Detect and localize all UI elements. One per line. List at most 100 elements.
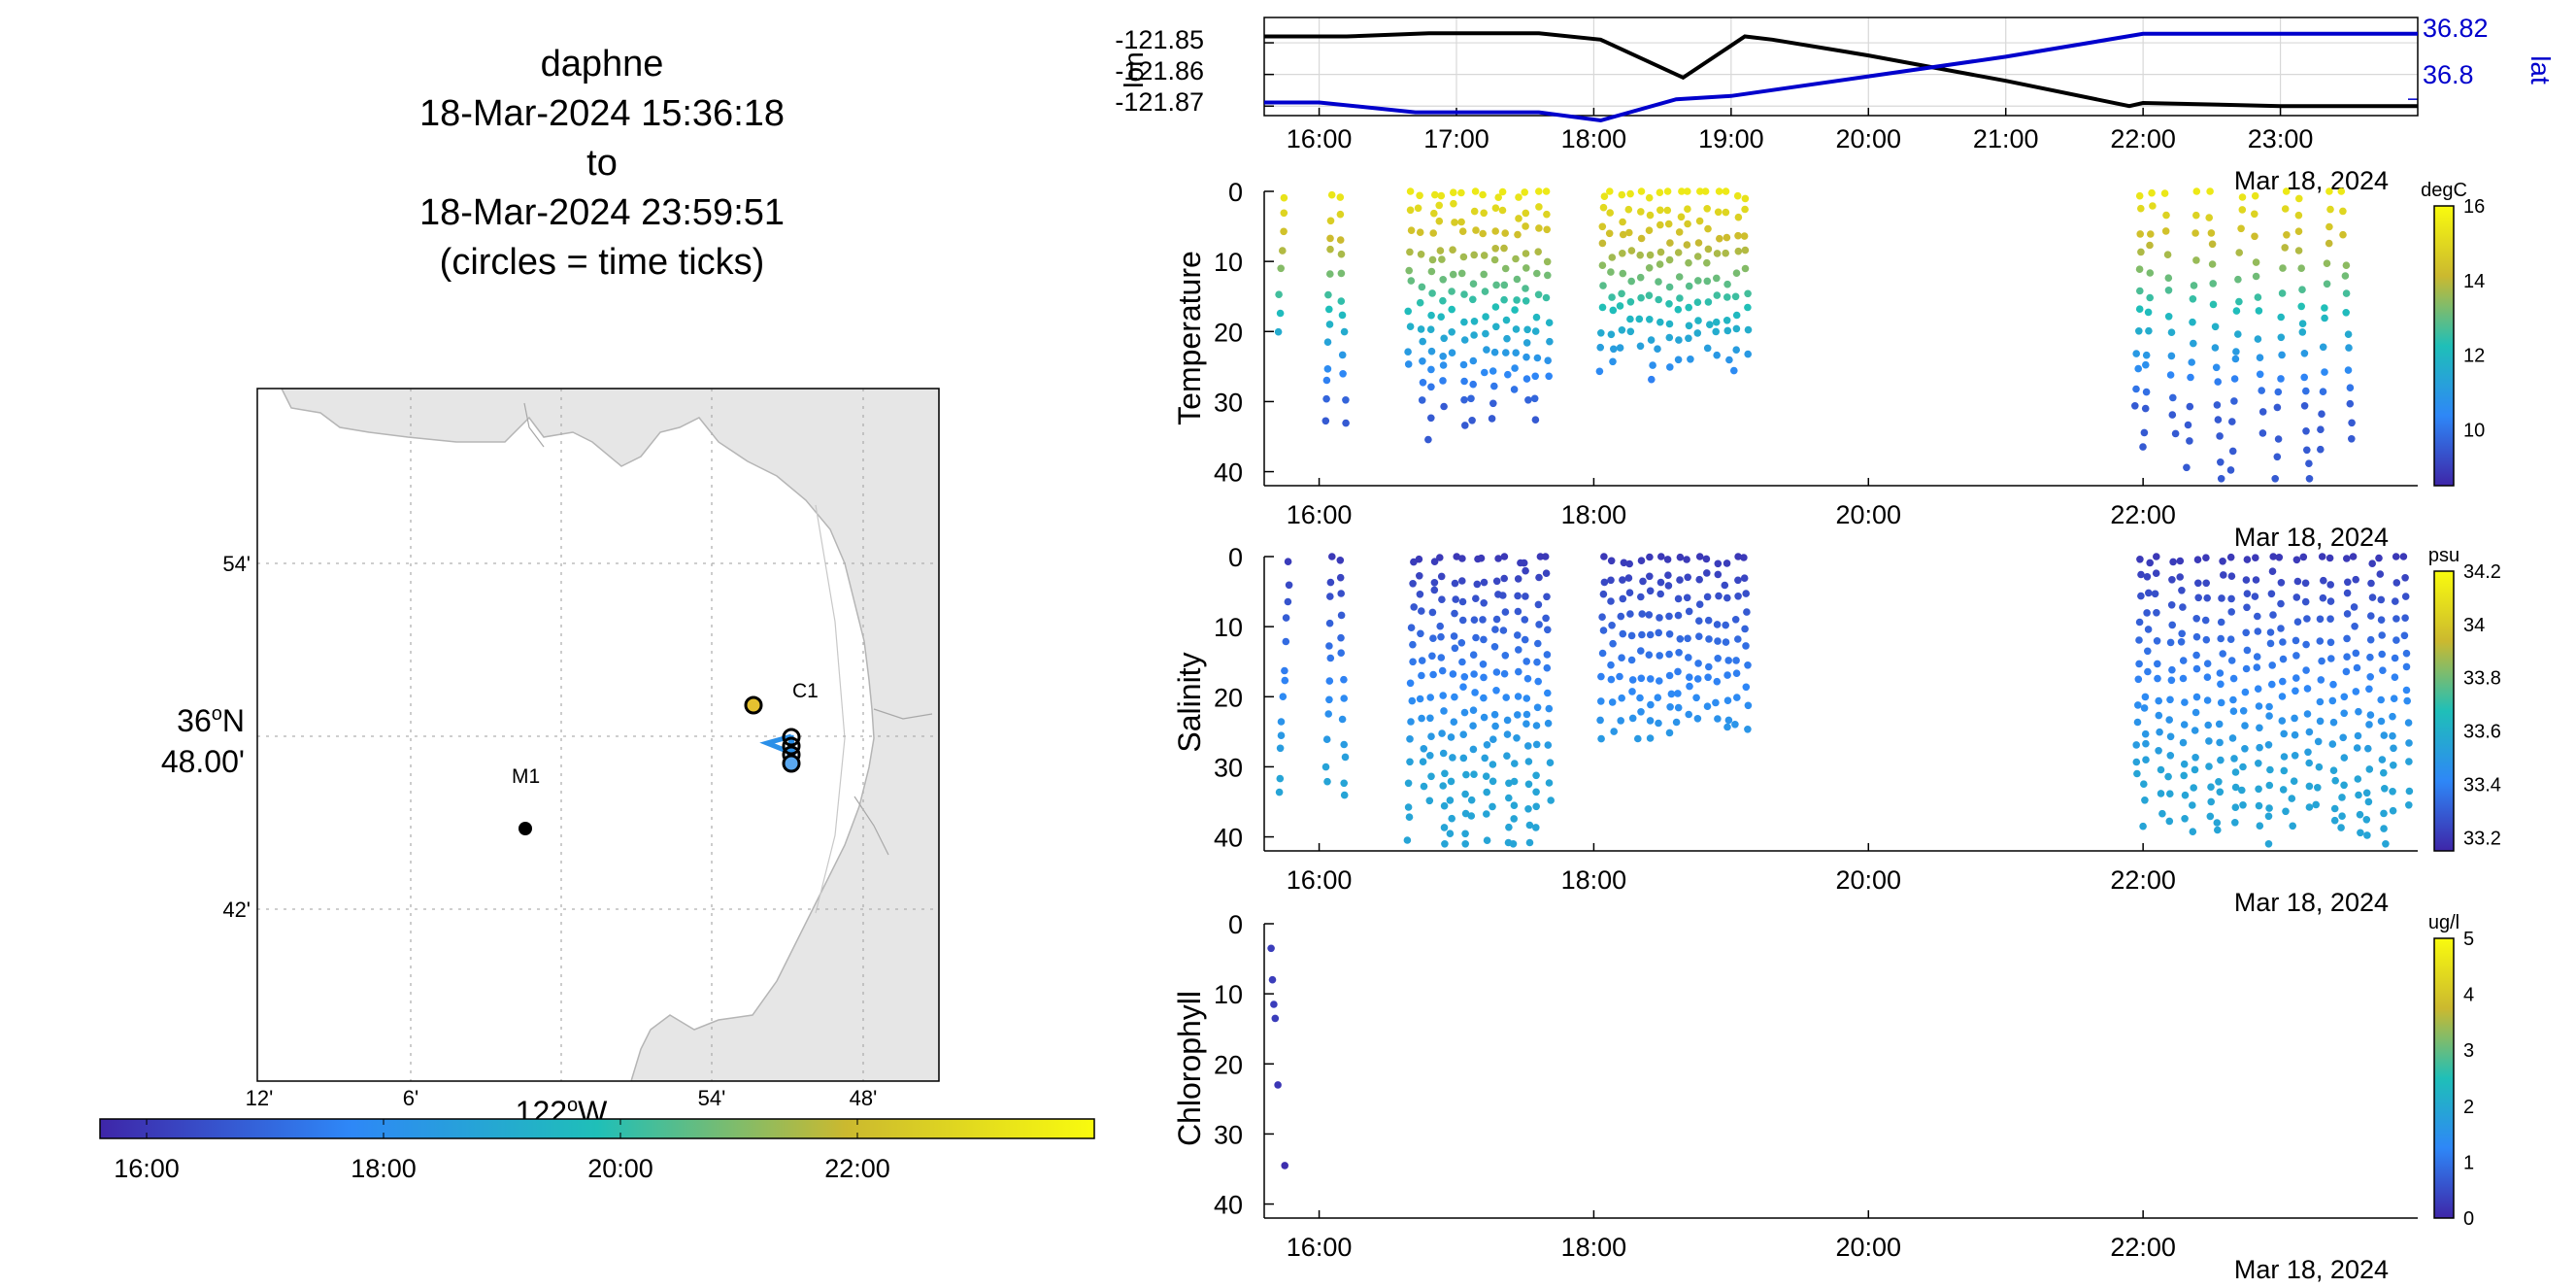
- salinity-data-point: [1416, 695, 1424, 703]
- salinity-data-point: [2264, 741, 2273, 749]
- salinity-data-point: [2329, 680, 2337, 689]
- salinity-data-point: [1638, 610, 1646, 618]
- salinity-data-point: [1723, 593, 1731, 602]
- salinity-data-point: [1693, 715, 1702, 723]
- temperature-data-point: [2187, 373, 2194, 382]
- temperature-data-point: [2237, 224, 2245, 233]
- temperature-data-point: [1645, 193, 1654, 202]
- title-line-4: 18-Mar-2024 23:59:51: [418, 192, 786, 233]
- temperature-data-point: [2235, 249, 2243, 256]
- temperature-data-point: [1439, 276, 1447, 284]
- temperature-data-point: [2132, 385, 2140, 393]
- temperature-data-point: [1274, 327, 1283, 336]
- temperature-data-point: [1503, 334, 1511, 343]
- salinity-data-point: [2177, 638, 2186, 646]
- position-date-label: Mar 18, 2024: [2234, 166, 2389, 195]
- salinity-data-point: [1326, 593, 1334, 600]
- temperature-data-point: [1431, 190, 1439, 199]
- salinity-data-point: [2357, 829, 2364, 837]
- temperature-data-point: [1338, 311, 1347, 320]
- salinity-data-point: [2166, 752, 2175, 760]
- salinity-data-point: [2216, 669, 2225, 677]
- temperature-data-point: [1337, 269, 1346, 278]
- salinity-data-point: [2400, 631, 2409, 640]
- temperature-data-point: [1417, 251, 1425, 258]
- temperature-data-point: [1460, 336, 1469, 344]
- temperature-data-point: [1418, 396, 1426, 404]
- salinity-data-point: [2180, 771, 2188, 780]
- salinity-data-point: [1522, 720, 1530, 728]
- salinity-data-point: [1458, 616, 1467, 625]
- temperature-data-point: [1626, 315, 1634, 323]
- temperature-data-point: [1741, 205, 1749, 214]
- salinity-data-point: [2280, 766, 2289, 775]
- salinity-plot: 0 10 20 30 40 16:00 18:00 20:00 22:00 Mar 18, 202…: [1172, 543, 2501, 917]
- temperature-data-point: [1598, 261, 1607, 270]
- temperature-data-point: [1515, 193, 1522, 201]
- salinity-data-point: [1723, 696, 1732, 704]
- salinity-data-point: [1721, 581, 1729, 590]
- salinity-data-point: [2405, 787, 2414, 796]
- salinity-data-point: [2155, 747, 2162, 755]
- salinity-data-point: [2154, 660, 2161, 668]
- salinity-data-point: [1731, 616, 1740, 624]
- title-line-3: to: [586, 143, 618, 184]
- salinity-data-point: [2241, 722, 2249, 729]
- salinity-data-point: [1713, 621, 1722, 628]
- salinity-data-point: [1323, 777, 1331, 786]
- salinity-data-point: [2155, 711, 2163, 720]
- salinity-data-point: [1409, 658, 1417, 666]
- salinity-data-point: [1418, 714, 1425, 723]
- salinity-data-point: [1514, 711, 1522, 719]
- salinity-data-point: [1513, 734, 1521, 742]
- temperature-data-point: [1723, 233, 1731, 242]
- temperature-data-point: [2137, 248, 2145, 256]
- salinity-data-point: [2213, 819, 2222, 827]
- salinity-data-point: [1522, 566, 1529, 575]
- salinity-data-point: [1534, 677, 1542, 686]
- salinity-data-point: [2275, 554, 2284, 561]
- salinity-data-point: [2255, 801, 2263, 810]
- temperature-data-point: [1430, 209, 1438, 218]
- temperature-data-point: [1460, 318, 1468, 326]
- temperature-data-point: [1664, 220, 1673, 228]
- time-tick-circle: [782, 728, 801, 747]
- temperature-data-point: [1595, 367, 1604, 376]
- temperature-data-point: [2213, 401, 2222, 409]
- temperature-data-point: [1459, 360, 1468, 369]
- salinity-data-point: [1664, 571, 1672, 579]
- temperature-data-point: [2254, 335, 2262, 343]
- temperature-data-point: [2317, 425, 2325, 434]
- chlorophyll-x-tick: 22:00: [2110, 1233, 2176, 1262]
- salinity-data-point: [2153, 553, 2160, 560]
- salinity-data-point: [1441, 840, 1449, 848]
- salinity-data-point: [1734, 593, 1742, 600]
- temperature-data-point: [1606, 209, 1614, 217]
- time-colorbar-tick: 18:00: [351, 1154, 417, 1183]
- temperature-data-point: [1535, 187, 1543, 195]
- temperature-data-point: [1342, 396, 1350, 404]
- temperature-data-point: [1683, 241, 1691, 249]
- salinity-data-point: [1674, 667, 1682, 676]
- salinity-data-point: [2135, 636, 2143, 644]
- salinity-data-point: [1437, 632, 1445, 641]
- temperature-data-point: [1685, 303, 1692, 312]
- temperature-data-point: [1533, 269, 1541, 278]
- salinity-data-point: [1686, 673, 1693, 681]
- temperature-y-tick: 0: [1228, 178, 1243, 207]
- salinity-data-point: [2256, 822, 2264, 830]
- salinity-data-point: [1715, 592, 1723, 600]
- salinity-data-point: [2231, 819, 2239, 827]
- temperature-data-point: [2348, 419, 2356, 427]
- temperature-data-point: [2238, 206, 2247, 214]
- temperature-data-point: [1618, 326, 1626, 334]
- salinity-data-point: [2312, 800, 2320, 809]
- salinity-data-point: [2157, 765, 2165, 774]
- salinity-data-point: [2151, 590, 2159, 598]
- salinity-data-point: [1337, 611, 1346, 620]
- temperature-data-point: [1513, 275, 1522, 284]
- temperature-data-point: [2274, 388, 2283, 396]
- temperature-data-point: [1510, 386, 1519, 393]
- temperature-data-point: [1419, 357, 1426, 365]
- temperature-data-point: [1674, 249, 1683, 256]
